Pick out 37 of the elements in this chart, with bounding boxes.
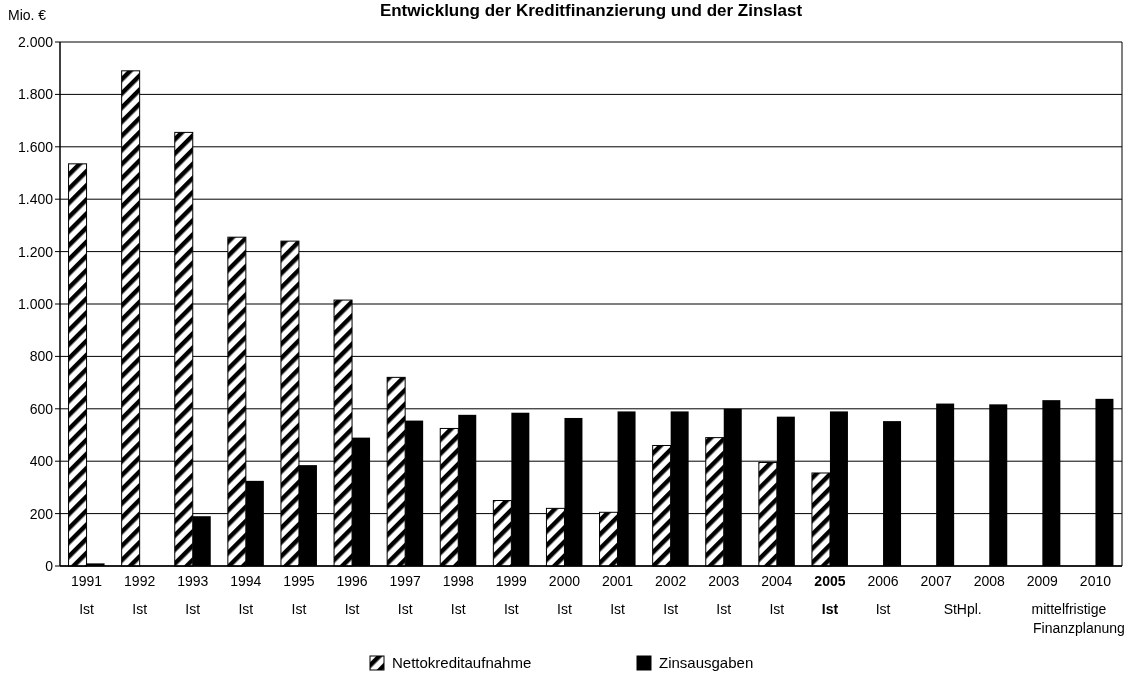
- x-tick-label: 1998 Ist: [442, 573, 475, 617]
- x-tick-label: 2001 Ist: [601, 573, 634, 617]
- text: StHpl.: [943, 601, 982, 617]
- y-tick-label: 600: [29, 400, 54, 417]
- y-tick-label: 0: [45, 557, 54, 574]
- x-tick-label: 2003 Ist: [708, 573, 740, 617]
- y-tick-label: 1.800: [17, 86, 54, 103]
- x-tick-label: 2000 Ist: [548, 573, 581, 617]
- y-tick-label: 2.000: [17, 33, 54, 50]
- x-tick-label: 1995 Ist: [283, 573, 315, 617]
- y-tick-label: 400: [29, 453, 54, 470]
- x-tick-label: 2005 Ist: [814, 573, 846, 617]
- x-tick-label: 1994 Ist: [230, 573, 262, 617]
- y-axis-title: Mio. €: [8, 7, 47, 23]
- legend-label: Nettokreditaufnahme: [392, 654, 532, 671]
- x-tick-label: 1997 Ist: [389, 573, 421, 617]
- x-tick-label: 1992 Ist: [124, 573, 156, 617]
- y-tick-label: 800: [29, 348, 54, 365]
- y-tick-label: 1.400: [17, 191, 54, 208]
- chart-title: Entwicklung der Kreditfinanzierung und der Zinslast: [379, 1, 803, 20]
- y-tick-label: 1.600: [17, 138, 54, 155]
- text: mittelfristige Finanzplanung: [1031, 601, 1125, 636]
- x-tick-label: 2004 Ist: [761, 573, 793, 617]
- y-tick-label: 1.200: [17, 243, 54, 260]
- x-tick-label: 2007: [920, 573, 952, 589]
- x-tick-label: 1991 Ist: [70, 573, 103, 617]
- y-tick-label: 200: [29, 505, 54, 522]
- x-tick-label: 1999 Ist: [495, 573, 528, 617]
- x-tick-label: 2010: [1079, 573, 1112, 589]
- x-tick-label: 2008: [973, 573, 1006, 589]
- x-tick-label: 1993 Ist: [177, 573, 209, 617]
- y-tick-label: 1.000: [17, 295, 54, 312]
- x-tick-label: 2002 Ist: [655, 573, 687, 617]
- x-tick-label: 1996 Ist: [336, 573, 368, 617]
- x-tick-label: 2009: [1026, 573, 1059, 589]
- x-tick-label: 2006 Ist: [867, 573, 899, 617]
- legend-label: Zinsausgaben: [659, 654, 754, 671]
